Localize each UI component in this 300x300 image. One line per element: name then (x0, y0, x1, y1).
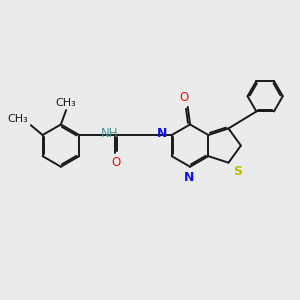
Text: NH: NH (101, 127, 119, 140)
Text: CH₃: CH₃ (7, 114, 28, 124)
Text: S: S (233, 165, 242, 178)
Text: O: O (111, 156, 120, 169)
Text: O: O (180, 92, 189, 104)
Text: CH₃: CH₃ (56, 98, 76, 108)
Text: N: N (157, 128, 168, 140)
Text: N: N (184, 171, 195, 184)
